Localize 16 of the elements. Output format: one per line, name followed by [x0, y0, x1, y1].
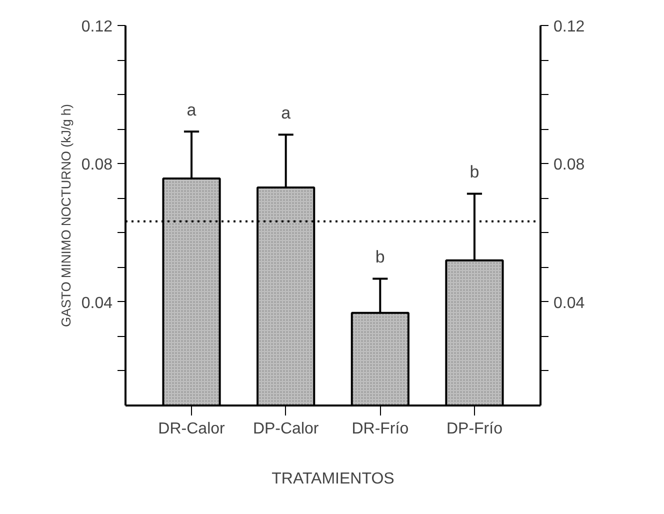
x-axis-title: TRATAMIENTOS	[272, 470, 394, 488]
annotation: b	[470, 162, 480, 182]
y2-tick-label: 0.08	[554, 156, 585, 174]
y-axis-title: GASTO MINIMO NOCTURNO (kJ/g h)	[58, 104, 74, 327]
x-tick-label: DR-Calor	[158, 420, 226, 438]
y2-tick-label: 0.12	[554, 18, 585, 36]
x-tick-label: DR-Frío	[352, 420, 409, 438]
x-tick-label: DP-Calor	[252, 420, 320, 438]
annotation: a	[281, 104, 292, 123]
x-tick-label: DP-Frío	[446, 420, 503, 438]
y2-tick-label: 0.04	[554, 294, 585, 312]
y-tick-label: 0.12	[81, 18, 113, 36]
annotation: b	[375, 248, 385, 267]
y-tick-label: 0.04	[81, 294, 113, 312]
annotation: a	[186, 100, 197, 120]
y-tick-label: 0.08	[81, 156, 113, 174]
